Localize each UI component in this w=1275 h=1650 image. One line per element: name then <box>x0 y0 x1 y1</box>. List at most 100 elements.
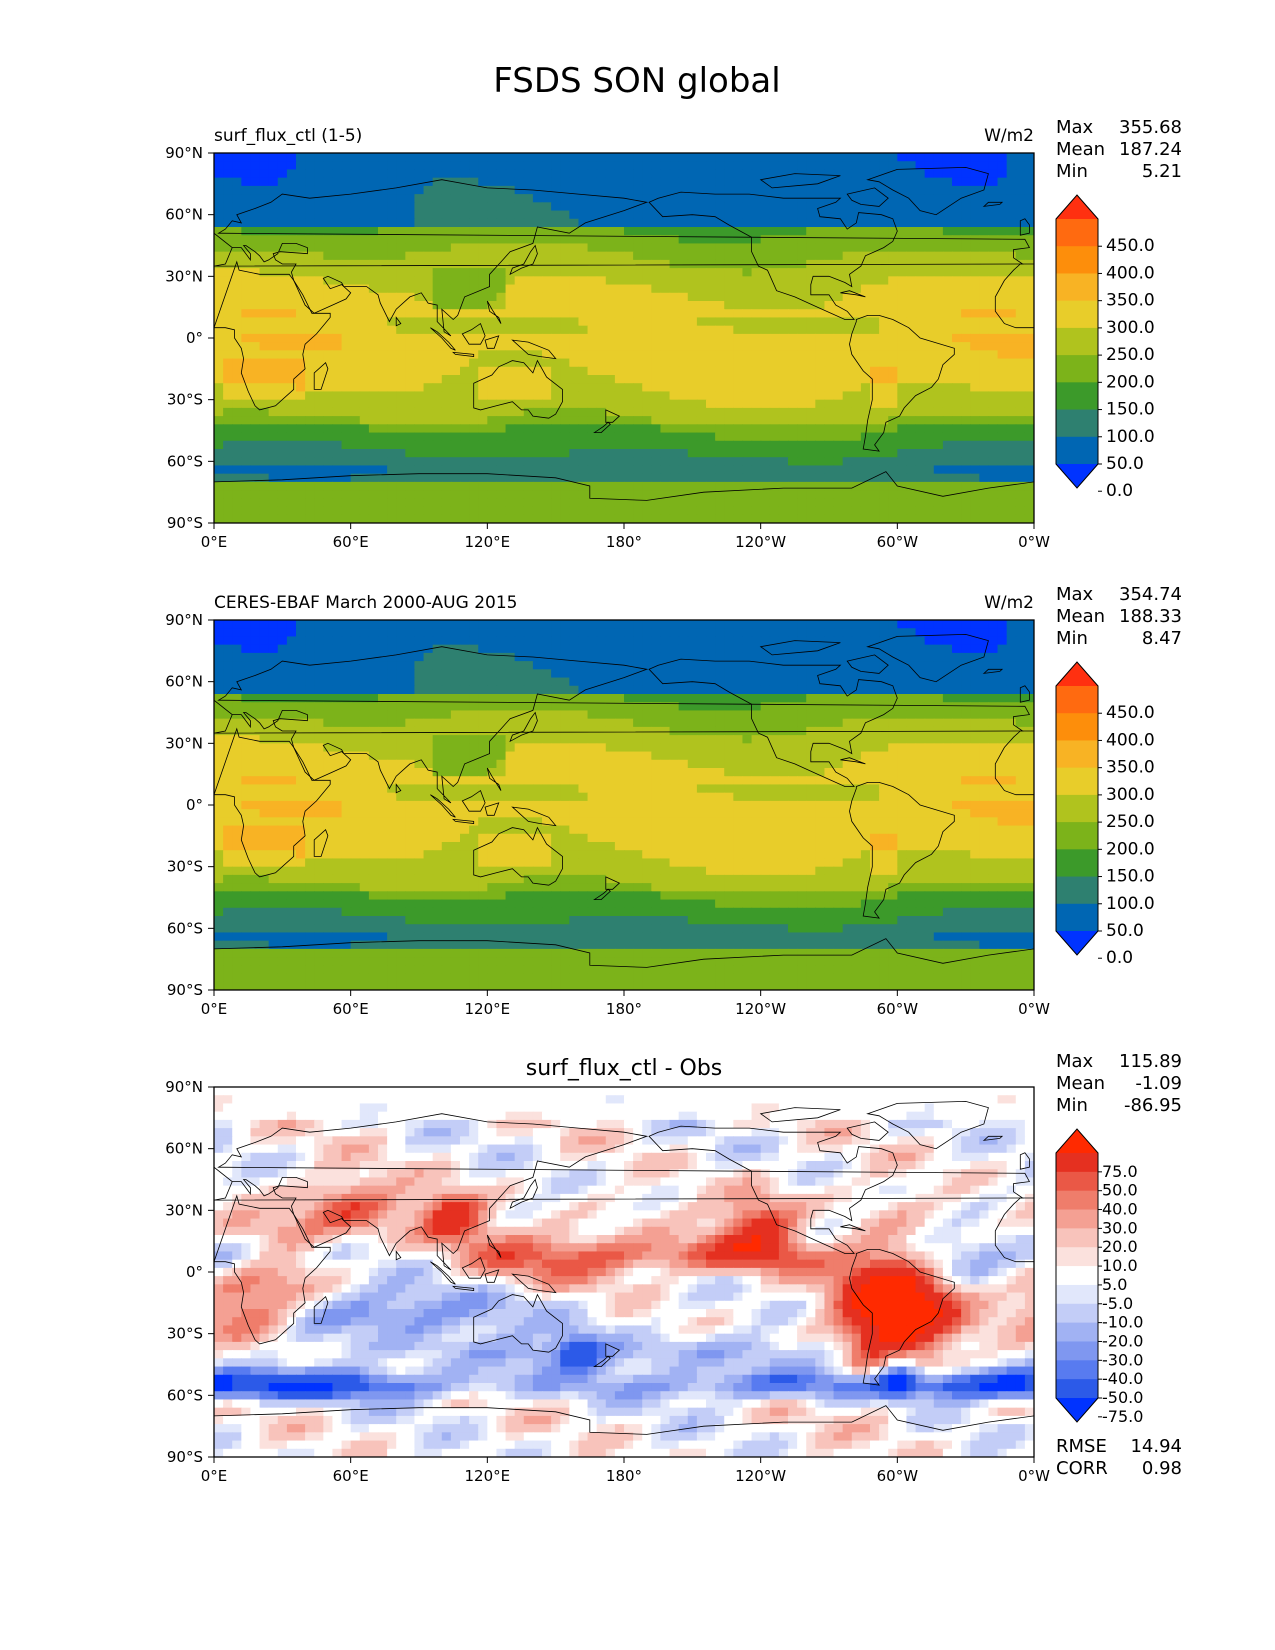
y-tick-label: 60°N <box>165 1140 203 1158</box>
stat-value: 355.68 <box>1119 117 1182 138</box>
x-tick-label: 60°W <box>877 1467 919 1485</box>
colorbar: 450.0 400.0 350.0 300.0 250.0 200.0 150.0 100.0… <box>1055 661 1155 968</box>
stat-label: Mean <box>1056 139 1105 160</box>
y-tick-label: 0° <box>186 1263 203 1281</box>
colorbar-label: 5.0 <box>1102 1275 1127 1294</box>
coastlines <box>214 166 1034 523</box>
colorbar-label: 150.0 <box>1106 867 1155 887</box>
colorbar-swatch <box>1056 822 1098 850</box>
colorbar-swatch <box>1056 327 1098 356</box>
colorbar-swatch <box>1056 740 1098 769</box>
colorbar-label: -75.0 <box>1102 1407 1143 1426</box>
stat-label: Max <box>1056 117 1094 138</box>
x-tick-label: 180° <box>606 1000 642 1018</box>
colorbar-swatch <box>1056 1171 1098 1192</box>
colorbar-swatch <box>1056 1322 1098 1342</box>
contour-field <box>214 1087 1034 1457</box>
colorbar-swatch <box>1056 436 1098 465</box>
x-tick-label: 120°W <box>735 1000 786 1018</box>
colorbar: 75.050.040.030.020.010.05.0-5.0-10.0-20.… <box>1055 1128 1143 1426</box>
colorbar-label: 450.0 <box>1106 236 1155 256</box>
stat-value: -1.09 <box>1135 1073 1182 1094</box>
panels: 90°N60°N30°N0°30°S60°S90°S0°E 60°E 120°E 18… <box>165 117 1182 1485</box>
colorbar-swatch <box>1056 876 1098 905</box>
units-label: W/m2 <box>984 593 1034 613</box>
colorbar-swatch <box>1056 686 1098 714</box>
colorbar-label: -10.0 <box>1102 1313 1143 1332</box>
x-tick-label: 180° <box>606 1467 642 1485</box>
colorbar-label: 20.0 <box>1102 1237 1138 1256</box>
x-tick-label: 60°W <box>877 1000 919 1018</box>
x-tick-label: 0°W <box>1018 1467 1050 1485</box>
stat-label: Min <box>1056 161 1088 182</box>
stat-label: Min <box>1056 1095 1088 1116</box>
colorbar-label: 200.0 <box>1106 839 1155 859</box>
x-tick-label: 60°W <box>877 533 919 551</box>
panel-subtitle: surf_flux_ctl (1-5) <box>214 126 362 146</box>
x-tick-label: 60°E <box>333 1467 369 1485</box>
colorbar-swatch <box>1056 1228 1098 1248</box>
x-tick-label: 120°E <box>465 1467 511 1485</box>
stat-value: 115.89 <box>1119 1051 1182 1072</box>
colorbar-extend-min <box>1056 931 1098 955</box>
x-tick-label: 60°E <box>333 533 369 551</box>
colorbar-swatch <box>1056 1379 1098 1399</box>
colorbar-swatch <box>1056 355 1098 383</box>
metric-value: 0.98 <box>1142 1458 1182 1479</box>
stat-value: -86.95 <box>1124 1095 1182 1116</box>
colorbar-label: 0.0 <box>1106 481 1133 501</box>
colorbar-swatch <box>1056 794 1098 823</box>
y-tick-label: 30°S <box>167 391 203 409</box>
contour-field <box>214 153 1034 523</box>
colorbar-label: 100.0 <box>1106 894 1155 914</box>
x-tick-label: 0°E <box>201 1467 228 1485</box>
x-tick-label: 180° <box>606 533 642 551</box>
x-tick-label: 0°W <box>1018 533 1050 551</box>
stat-value: 5.21 <box>1142 161 1182 182</box>
colorbar-swatch <box>1056 1247 1098 1267</box>
y-tick-label: 90°S <box>167 1448 203 1466</box>
colorbar-label: -20.0 <box>1102 1331 1143 1350</box>
y-tick-label: 90°N <box>165 611 203 629</box>
y-tick-label: 30°N <box>165 267 203 285</box>
colorbar-label: 75.0 <box>1102 1162 1138 1181</box>
colorbar-label: 300.0 <box>1106 318 1155 338</box>
y-tick-label: 90°S <box>167 514 203 532</box>
stat-label: Mean <box>1056 606 1105 627</box>
x-tick-label: 0°E <box>201 1000 228 1018</box>
colorbar-swatch <box>1056 713 1098 741</box>
coastlines <box>214 633 1034 990</box>
x-tick-label: 60°E <box>333 1000 369 1018</box>
colorbar-extend-max <box>1056 195 1098 219</box>
colorbar-label: 400.0 <box>1106 730 1155 750</box>
y-tick-label: 30°N <box>165 1201 203 1219</box>
colorbar-swatch <box>1056 1341 1098 1361</box>
y-tick-label: 30°N <box>165 734 203 752</box>
y-tick-label: 90°N <box>165 1078 203 1096</box>
colorbar-label: 10.0 <box>1102 1256 1138 1275</box>
colorbar-label: 40.0 <box>1102 1200 1138 1219</box>
colorbar-swatch <box>1056 903 1098 932</box>
figure-title: FSDS SON global <box>493 61 780 101</box>
colorbar-extend-max <box>1056 1129 1098 1153</box>
colorbar-label: -50.0 <box>1102 1388 1143 1407</box>
colorbar-swatch <box>1056 246 1098 274</box>
y-tick-label: 0° <box>186 329 203 347</box>
colorbar-swatch <box>1056 1209 1098 1229</box>
colorbar-swatch <box>1056 273 1098 302</box>
colorbar-extend-min <box>1056 1398 1098 1422</box>
units-label: W/m2 <box>984 126 1034 146</box>
y-tick-label: 90°S <box>167 981 203 999</box>
y-tick-label: 60°S <box>167 919 203 937</box>
colorbar-label: 350.0 <box>1106 758 1155 778</box>
colorbar-label: 250.0 <box>1106 345 1155 365</box>
colorbar-swatch <box>1056 849 1098 878</box>
map-panel-3: 90°N 60°N 30°N 0° 30°S 60°S 90°S0°E 60°E 120°E 18… <box>165 1051 1182 1485</box>
colorbar-label: 50.0 <box>1102 1181 1138 1200</box>
colorbar-swatch <box>1056 409 1098 438</box>
stat-label: Max <box>1056 1051 1094 1072</box>
y-tick-label: 30°S <box>167 858 203 876</box>
metric-label: CORR <box>1056 1458 1108 1479</box>
colorbar-label: 150.0 <box>1106 400 1155 420</box>
colorbar-label: 250.0 <box>1106 812 1155 832</box>
